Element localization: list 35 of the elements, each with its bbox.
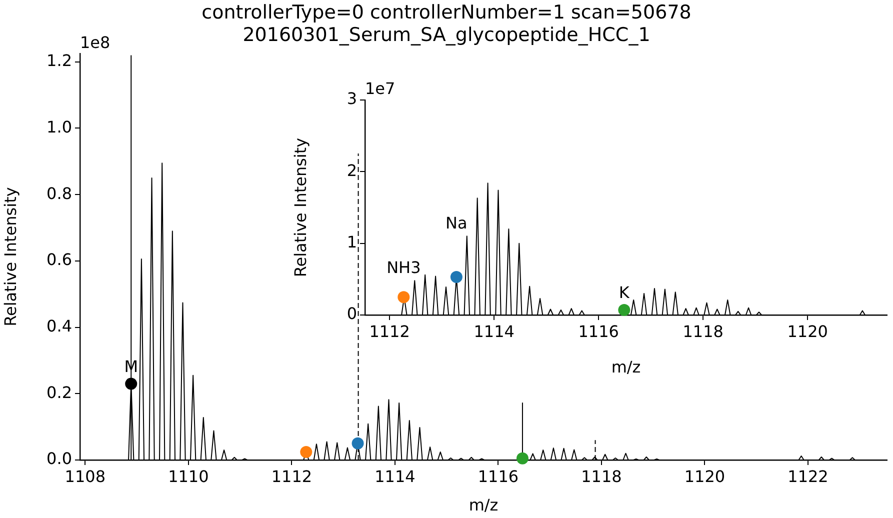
y-tick-label: 1.2 bbox=[46, 51, 72, 70]
x-axis-title: m/z bbox=[611, 358, 641, 377]
y-tick-label: 2 bbox=[346, 160, 357, 180]
x-tick-label: 1112 bbox=[271, 466, 312, 486]
x-tick-label: 1114 bbox=[474, 322, 514, 341]
y-tick-label: 0.6 bbox=[46, 250, 72, 270]
x-axis-title: m/z bbox=[468, 496, 498, 515]
x-tick-label: 1118 bbox=[581, 466, 622, 486]
y-tick-label: 0.2 bbox=[46, 382, 72, 402]
y-tick-label: 0.0 bbox=[46, 449, 72, 468]
x-tick-label: 1120 bbox=[684, 466, 726, 486]
y-axis-title: Relative Intensity bbox=[0, 187, 20, 326]
x-tick-label: 1114 bbox=[374, 466, 416, 486]
text: 1e8 bbox=[80, 32, 110, 52]
x-tick-label: 1116 bbox=[578, 322, 619, 341]
y-tick-label: 0.8 bbox=[46, 184, 72, 203]
annotation: K bbox=[618, 283, 630, 302]
y-tick-label: 0.4 bbox=[46, 316, 72, 336]
x-tick-label: 1122 bbox=[788, 466, 828, 486]
y-tick-label: 1 bbox=[346, 232, 357, 252]
x-tick-label: 1120 bbox=[787, 322, 828, 341]
x-tick-label: 1108 bbox=[64, 466, 106, 486]
chart-title: controllerType=0 controllerNumber=1 scan=50678 bbox=[202, 1, 692, 24]
y-tick-label: 1.0 bbox=[46, 117, 72, 136]
annotation: 1e7 bbox=[365, 79, 396, 98]
x-tick-label: 1112 bbox=[369, 322, 410, 341]
x-tick-label: 1110 bbox=[168, 466, 209, 486]
annotation: Na bbox=[446, 213, 468, 232]
y-tick-label: 0 bbox=[346, 304, 357, 324]
y-axis-title: Relative Intensity bbox=[290, 138, 310, 278]
x-tick-label: 1118 bbox=[682, 322, 724, 341]
y-tick-label: 3 bbox=[346, 89, 357, 108]
chart-subtitle: 20160301_Serum_SA_glycopeptide_HCC_1 bbox=[242, 24, 650, 46]
x-tick-label: 1116 bbox=[478, 466, 519, 486]
annotation: NH3 bbox=[386, 258, 421, 277]
